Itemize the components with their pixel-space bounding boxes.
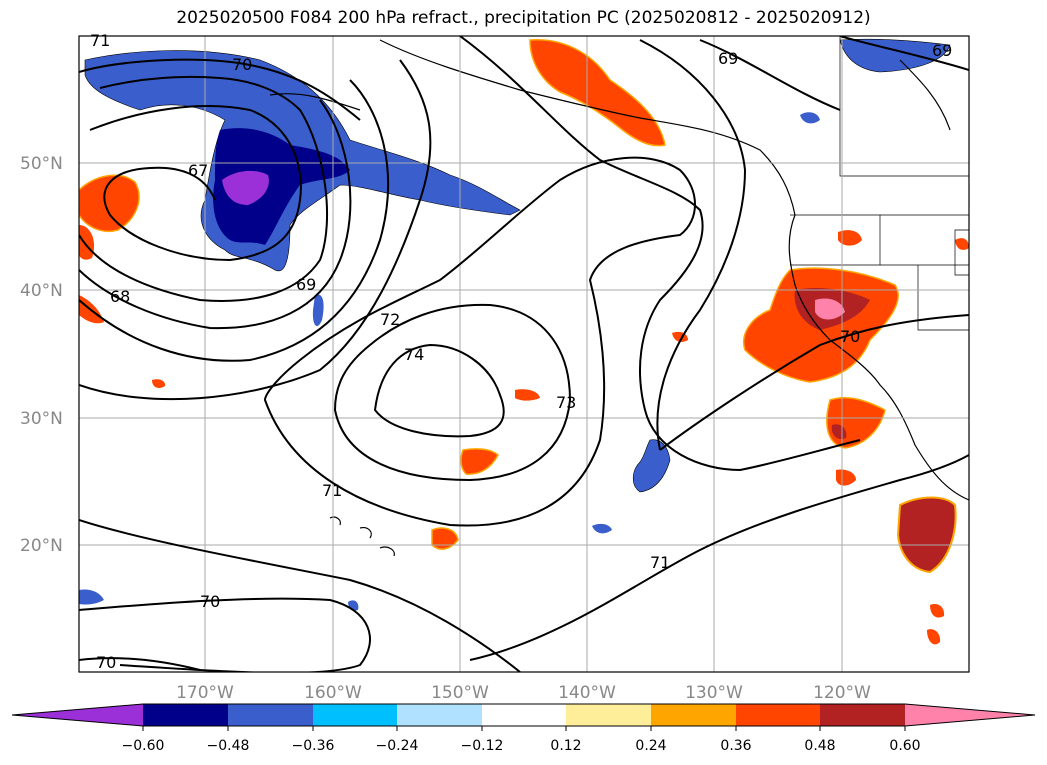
colorbar-segment — [143, 704, 228, 726]
colorbar-tick-label: −0.48 — [207, 738, 250, 754]
contour-label: 70 — [96, 653, 116, 672]
lat-label: 50°N — [20, 154, 63, 174]
contour-label: 73 — [556, 393, 576, 412]
contour-label: 70 — [232, 55, 252, 74]
longitude-labels: 170°W 160°W 150°W 140°W 130°W 120°W — [176, 683, 871, 703]
colorbar-extend-high — [905, 704, 1035, 726]
colorbar-tick-label: 0.12 — [550, 738, 581, 754]
refractivity-contours — [79, 36, 969, 672]
positive-precip-shading — [79, 39, 969, 645]
contour-label: 74 — [404, 345, 424, 364]
contour-label: 69 — [718, 49, 738, 68]
contour-label: 68 — [110, 287, 130, 306]
lon-label: 160°W — [304, 683, 362, 703]
lat-label: 40°N — [20, 281, 63, 301]
colorbar-segment — [566, 704, 651, 726]
colorbar-segment — [651, 704, 736, 726]
colorbar-tick-label: 0.48 — [804, 738, 835, 754]
colorbar-extend-low — [12, 704, 143, 726]
lon-label: 150°W — [431, 683, 489, 703]
colorbar-segment — [397, 704, 482, 726]
contour-label: 69 — [932, 41, 952, 60]
contour-labels: 71 70 67 68 69 72 74 73 71 70 70 71 69 6… — [90, 31, 952, 672]
colorbar-segment — [313, 704, 397, 726]
colorbar-tick-label: −0.24 — [376, 738, 419, 754]
contour-label: 70 — [200, 592, 220, 611]
colorbar-segment — [228, 704, 313, 726]
contour-label: 72 — [380, 310, 400, 329]
lat-label: 30°N — [20, 409, 63, 429]
graticule — [79, 36, 969, 672]
lat-label: 20°N — [20, 536, 63, 556]
lon-label: 170°W — [176, 683, 234, 703]
colorbar-tick-label: 0.24 — [635, 738, 666, 754]
colorbar-segment — [482, 704, 566, 726]
colorbar-tick-label: −0.60 — [122, 738, 165, 754]
map-title: 2025020500 F084 200 hPa refract., precip… — [176, 8, 871, 28]
colorbar-tick-label: −0.36 — [292, 738, 335, 754]
contour-label: 67 — [188, 161, 208, 180]
contour-label: 71 — [90, 31, 110, 50]
lon-label: 140°W — [558, 683, 616, 703]
contour-label: 69 — [296, 275, 316, 294]
map-frame — [78, 35, 970, 673]
colorbar-tick-label: −0.12 — [461, 738, 504, 754]
lon-label: 130°W — [685, 683, 743, 703]
political-borders — [790, 36, 969, 331]
colorbar-segment — [820, 704, 905, 726]
colorbar-segment — [736, 704, 820, 726]
colorbar-tick-label: 0.36 — [720, 738, 751, 754]
colorbar: −0.60 −0.48 −0.36 −0.24 −0.12 0.12 0.24 … — [11, 703, 1036, 754]
contour-label: 71 — [650, 553, 670, 572]
lon-label: 120°W — [813, 683, 871, 703]
colorbar-tick-marks — [142, 726, 906, 731]
map-area — [79, 36, 969, 672]
contour-label: 70 — [840, 327, 860, 346]
latitude-labels: 50°N 40°N 30°N 20°N — [20, 154, 63, 556]
contour-label: 71 — [322, 481, 342, 500]
colorbar-tick-label: 0.60 — [889, 738, 920, 754]
